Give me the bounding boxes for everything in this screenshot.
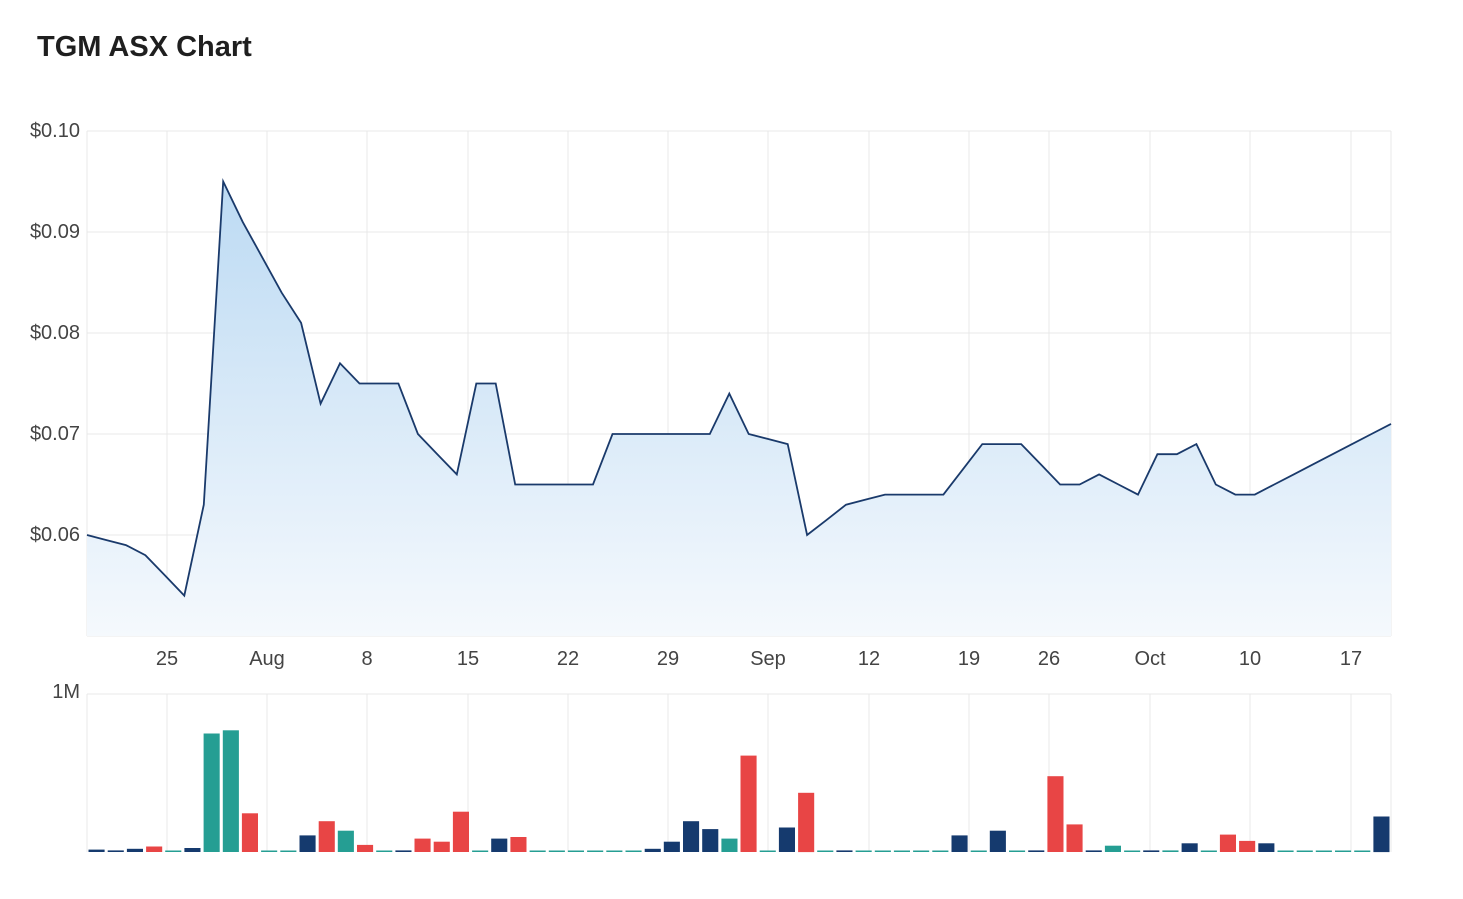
volume-bar	[913, 850, 930, 852]
volume-bar	[1200, 850, 1217, 852]
volume-bar	[318, 821, 335, 852]
y-tick-label: $0.10	[30, 120, 80, 142]
y-tick-label: $0.07	[30, 423, 80, 445]
x-tick-label: Sep	[750, 648, 786, 670]
volume-bar	[491, 838, 508, 852]
volume-bar	[433, 841, 450, 852]
volume-bar	[88, 849, 105, 852]
volume-bar	[893, 850, 910, 852]
volume-bar	[472, 850, 489, 852]
volume-bar	[165, 850, 182, 852]
volume-bar	[126, 848, 143, 852]
x-tick-label: 15	[457, 648, 479, 670]
volume-bar	[1162, 850, 1179, 852]
volume-bar	[663, 841, 680, 852]
volume-bar	[683, 821, 700, 852]
x-tick-label: 10	[1239, 648, 1261, 670]
volume-bar	[587, 850, 604, 852]
volume-bar	[798, 792, 815, 853]
volume-bar	[855, 850, 872, 852]
volume-bar	[606, 850, 623, 852]
x-axis-labels: 25 Aug 8 15 22 29 Sep 12 19 26 Oct 10 17	[156, 648, 1362, 670]
price-line	[86, 177, 1392, 598]
volume-bar	[1085, 850, 1102, 852]
volume-bar	[1335, 850, 1352, 852]
volume-bar	[1181, 843, 1198, 852]
volume-bar	[529, 850, 546, 852]
y-axis-labels: $0.10 $0.09 $0.08 $0.07 $0.06	[30, 120, 80, 546]
volume-bar	[280, 850, 297, 852]
volume-bar	[203, 733, 220, 852]
volume-bar	[184, 848, 201, 852]
x-tick-label: 22	[557, 648, 579, 670]
volume-bar	[1296, 850, 1313, 852]
x-tick-label: 8	[361, 648, 372, 670]
volume-bar	[1066, 824, 1083, 852]
volume-bars	[88, 730, 1390, 853]
volume-bar	[1047, 776, 1064, 852]
volume-bar	[1277, 850, 1294, 852]
volume-bar	[721, 838, 738, 852]
price-area	[87, 181, 1391, 636]
volume-bar	[1219, 834, 1236, 852]
volume-bar	[874, 850, 891, 852]
volume-axis-labels: 1M	[52, 681, 80, 703]
x-tick-label: Oct	[1134, 648, 1166, 670]
volume-bar	[146, 846, 163, 852]
volume-bar	[395, 850, 412, 852]
volume-bar	[1009, 850, 1026, 852]
chart-title: TGM ASX Chart	[37, 31, 252, 63]
volume-bar	[1258, 843, 1275, 852]
volume-bar	[1104, 845, 1121, 852]
volume-bar	[836, 850, 853, 852]
volume-bar	[970, 850, 987, 852]
volume-bar	[567, 850, 584, 852]
volume-bar	[1373, 816, 1390, 853]
y-tick-label: $0.09	[30, 221, 80, 243]
volume-bar	[241, 813, 258, 852]
x-tick-label: 26	[1038, 648, 1060, 670]
volume-bar	[625, 850, 642, 852]
volume-bar	[1028, 850, 1045, 852]
volume-bar	[1239, 840, 1256, 852]
volume-bar	[759, 850, 776, 852]
volume-bar	[414, 838, 431, 852]
x-tick-label: 17	[1340, 648, 1362, 670]
volume-bar	[702, 829, 719, 852]
volume-bar	[932, 850, 949, 852]
volume-bar	[989, 830, 1006, 852]
volume-grid	[86, 693, 1392, 852]
volume-bar	[778, 827, 795, 852]
volume-bar	[1124, 850, 1141, 852]
volume-bar	[376, 850, 393, 852]
volume-bar	[740, 755, 757, 852]
x-tick-label: 25	[156, 648, 178, 670]
volume-bar	[644, 848, 661, 852]
volume-bar	[452, 811, 469, 852]
x-tick-label: 29	[657, 648, 679, 670]
volume-bar	[1315, 850, 1332, 852]
volume-bar	[951, 835, 968, 852]
volume-bar	[299, 835, 316, 852]
y-tick-label: $0.08	[30, 322, 80, 344]
volume-bar	[222, 730, 239, 852]
volume-bar	[261, 850, 278, 852]
volume-tick-label: 1M	[52, 681, 80, 703]
volume-bar	[548, 850, 565, 852]
x-tick-label: Aug	[249, 648, 285, 670]
y-tick-label: $0.06	[30, 524, 80, 546]
volume-bar	[1143, 850, 1160, 852]
x-tick-label: 19	[958, 648, 980, 670]
volume-bar	[817, 850, 834, 852]
volume-bar	[1354, 850, 1371, 852]
volume-bar	[357, 844, 374, 852]
volume-bar	[337, 830, 354, 852]
volume-bar	[510, 837, 527, 852]
x-tick-label: 12	[858, 648, 880, 670]
volume-bar	[107, 850, 124, 852]
